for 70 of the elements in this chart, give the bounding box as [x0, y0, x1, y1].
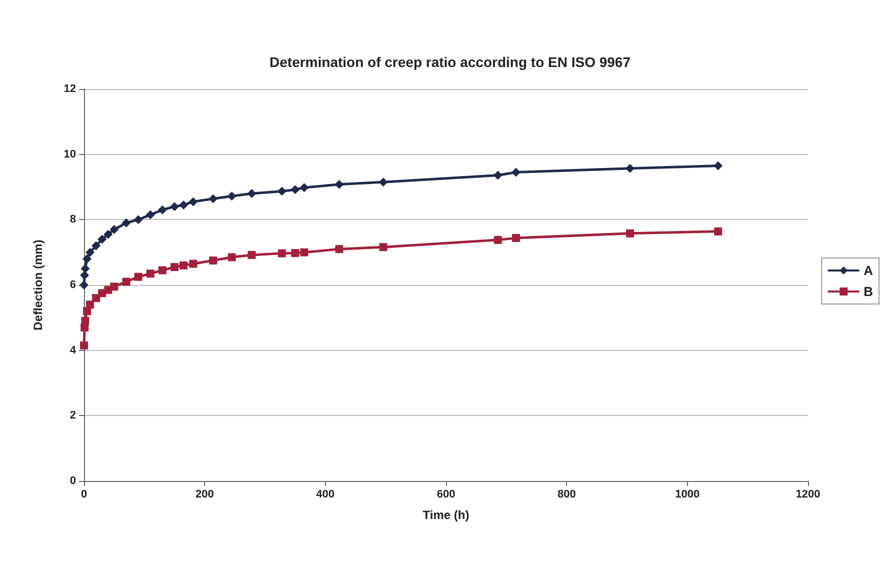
point — [511, 168, 520, 177]
point — [104, 230, 113, 239]
point — [248, 250, 256, 259]
point — [278, 249, 286, 258]
point — [626, 229, 634, 238]
point — [334, 180, 344, 189]
point — [493, 170, 502, 180]
point — [208, 194, 218, 204]
point — [379, 243, 388, 252]
point — [300, 183, 309, 192]
x-tick-label: 1200 — [796, 488, 820, 500]
point — [81, 316, 90, 325]
point — [86, 248, 95, 257]
point — [170, 202, 179, 212]
chart-title: Determination of creep ratio according to EN ISO 9967 — [270, 54, 631, 70]
point — [86, 300, 94, 309]
point — [209, 256, 218, 264]
point — [290, 185, 300, 194]
point — [98, 234, 107, 244]
point — [188, 197, 198, 206]
point — [189, 260, 198, 268]
point — [300, 248, 308, 256]
x-tick-label: 600 — [436, 488, 456, 500]
point — [80, 264, 90, 274]
point — [146, 210, 155, 220]
y-tick-label: 8 — [70, 214, 76, 226]
point — [228, 253, 236, 262]
point — [335, 245, 344, 254]
point — [494, 236, 502, 244]
y-axis-title: Deflection (mm) — [31, 240, 45, 330]
x-axis-title: Time (h) — [422, 508, 470, 522]
y-tick-label: 0 — [70, 475, 76, 487]
point — [146, 270, 154, 278]
point — [82, 254, 92, 264]
point — [179, 200, 188, 210]
point — [134, 215, 143, 224]
y-tick-label: 12 — [64, 83, 76, 95]
point — [158, 205, 167, 214]
point — [122, 218, 131, 228]
point — [158, 266, 166, 274]
point — [170, 263, 178, 272]
x-tick-label: 1000 — [675, 488, 700, 500]
point — [80, 341, 88, 350]
point — [80, 280, 88, 290]
point — [277, 186, 286, 196]
x-tick-label: 200 — [195, 488, 214, 500]
point — [122, 278, 130, 286]
point — [512, 234, 520, 242]
point — [92, 241, 101, 250]
point — [110, 282, 118, 291]
point — [378, 178, 388, 187]
point — [134, 272, 142, 281]
point — [714, 161, 723, 170]
y-tick-label: 6 — [70, 279, 76, 291]
y-tick-label: 4 — [70, 344, 77, 356]
point — [714, 227, 722, 236]
point — [247, 189, 256, 198]
x-tick-label: 800 — [557, 488, 576, 500]
point — [92, 294, 100, 302]
legend-label: A — [864, 263, 874, 278]
y-tick-label: 10 — [64, 148, 76, 160]
legend-label: B — [864, 284, 873, 299]
y-tick-label: 2 — [70, 410, 76, 422]
point — [110, 224, 119, 234]
point — [291, 248, 300, 257]
x-tick-label: 400 — [316, 488, 335, 500]
point — [180, 261, 188, 270]
point — [80, 270, 90, 280]
point — [227, 192, 236, 201]
x-tick-label: 0 — [80, 488, 88, 500]
